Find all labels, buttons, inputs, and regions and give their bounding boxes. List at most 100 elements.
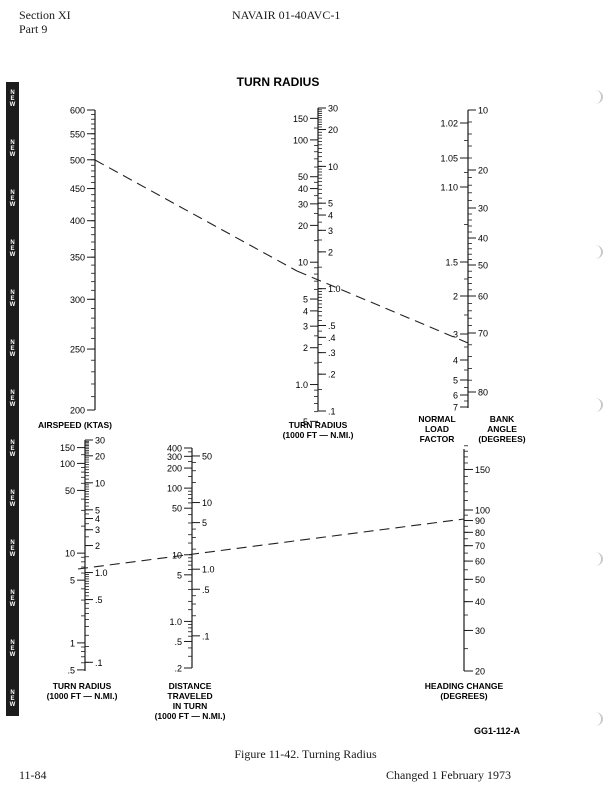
tick-label: 10	[298, 258, 308, 268]
bank-angle-axis-label: BANK	[490, 414, 515, 424]
revision-letter: W	[9, 252, 16, 258]
figure-caption: Figure 11-42. Turning Radius	[234, 747, 377, 761]
bank-angle-axis-label: ANGLE	[487, 424, 517, 434]
tick-label: 50	[202, 451, 212, 461]
tick-label: .5	[174, 637, 182, 647]
tick-label: .5	[300, 417, 308, 427]
revision-letter: E	[10, 446, 15, 452]
tick-label: 100	[293, 135, 308, 145]
tick-label: 7	[453, 403, 458, 413]
part-label: Part 9	[19, 22, 48, 36]
solution-line-upper-b	[296, 270, 469, 344]
tick-label: 4	[303, 306, 308, 316]
load-factor-axis-label: NORMAL	[418, 414, 455, 424]
tick-label: 3	[95, 525, 100, 535]
tick-label: 80	[475, 528, 485, 538]
revision-letter: W	[9, 202, 16, 208]
tick-label: 30	[475, 626, 485, 636]
tick-label: 500	[70, 155, 85, 165]
turn-radius-top-axis-label: (1000 FT — N.MI.)	[283, 430, 354, 440]
revision-letter: N	[10, 540, 15, 546]
heading-change-axis-label: (DEGREES)	[440, 691, 487, 701]
tick-label: 40	[298, 184, 308, 194]
revision-letter: E	[10, 346, 15, 352]
tick-label: 4	[95, 514, 100, 524]
revision-letter: W	[9, 152, 16, 158]
tick-label: 5	[95, 505, 100, 515]
revision-letter: W	[9, 402, 16, 408]
tick-label: 300	[167, 452, 182, 462]
revision-letter: W	[9, 302, 16, 308]
tick-label: 5	[303, 295, 308, 305]
tick-label: 70	[475, 541, 485, 551]
tick-label: 200	[167, 464, 182, 474]
revision-letter: W	[9, 652, 16, 658]
tick-label: .2	[328, 370, 336, 380]
revision-letter: E	[10, 646, 15, 652]
distance-axis-label: DISTANCE	[169, 681, 212, 691]
tick-label: 550	[70, 129, 85, 139]
tick-label: 1.0	[295, 380, 308, 390]
tick-label: 100	[475, 506, 490, 516]
distance-axis-label: IN TURN	[173, 701, 207, 711]
revision-letter: N	[10, 340, 15, 346]
revision-letter: E	[10, 546, 15, 552]
tick-label: 400	[167, 444, 182, 454]
revision-letter: N	[10, 590, 15, 596]
airspeed-axis-label: AIRSPEED (KTAS)	[38, 420, 112, 430]
turn-radius-bottom-axis-label: TURN RADIUS	[53, 681, 112, 691]
tick-label: 1.5	[445, 258, 458, 268]
tick-label: 300	[70, 295, 85, 305]
tick-label: 3	[303, 322, 308, 332]
revision-letter: N	[10, 90, 15, 96]
tick-label: .1	[95, 658, 103, 668]
tick-label: .5	[202, 585, 210, 595]
tick-label: .4	[328, 333, 336, 343]
tick-label: 100	[167, 484, 182, 494]
tick-label: .5	[328, 321, 336, 331]
revision-letter: E	[10, 396, 15, 402]
revision-letter: W	[9, 352, 16, 358]
tick-label: 600	[70, 106, 85, 116]
distance-axis-label: (1000 FT — N.MI.)	[155, 711, 226, 721]
tick-label: 1.05	[440, 154, 458, 164]
diagram-title: TURN RADIUS	[237, 75, 320, 89]
revision-letter: W	[9, 702, 16, 708]
tick-label: 60	[475, 557, 485, 567]
distance-axis-label: TRAVELED	[167, 691, 212, 701]
revision-letter: W	[9, 552, 16, 558]
revision-letter: N	[10, 390, 15, 396]
tick-label: 3	[453, 330, 458, 340]
tick-label: 30	[95, 436, 105, 446]
tick-label: 90	[475, 516, 485, 526]
tick-label: 10	[202, 498, 212, 508]
tick-label: 200	[70, 406, 85, 416]
figure-code: GG1-112-A	[474, 726, 521, 736]
tick-label: 400	[70, 216, 85, 226]
revision-letter: N	[10, 240, 15, 246]
tick-label: 5	[70, 576, 75, 586]
tick-label: 20	[328, 125, 338, 135]
tick-label: 5	[177, 570, 182, 580]
tick-label: 20	[95, 451, 105, 461]
tick-label: 50	[172, 504, 182, 514]
revision-letter: N	[10, 290, 15, 296]
solution-line-upper-a	[94, 159, 298, 272]
revision-letter: N	[10, 440, 15, 446]
revision-letter: N	[10, 690, 15, 696]
tick-label: 6	[453, 391, 458, 401]
tick-label: 80	[478, 388, 488, 398]
tick-label: 20	[475, 667, 485, 677]
revision-letter: E	[10, 96, 15, 102]
revision-letter: W	[9, 502, 16, 508]
revision-letter: W	[9, 452, 16, 458]
tick-label: 60	[478, 292, 488, 302]
revision-letter: E	[10, 146, 15, 152]
tick-label: 150	[475, 465, 490, 475]
tick-label: 1.10	[440, 183, 458, 193]
tick-label: 450	[70, 184, 85, 194]
tick-label: 100	[60, 459, 75, 469]
tick-label: .3	[328, 348, 336, 358]
